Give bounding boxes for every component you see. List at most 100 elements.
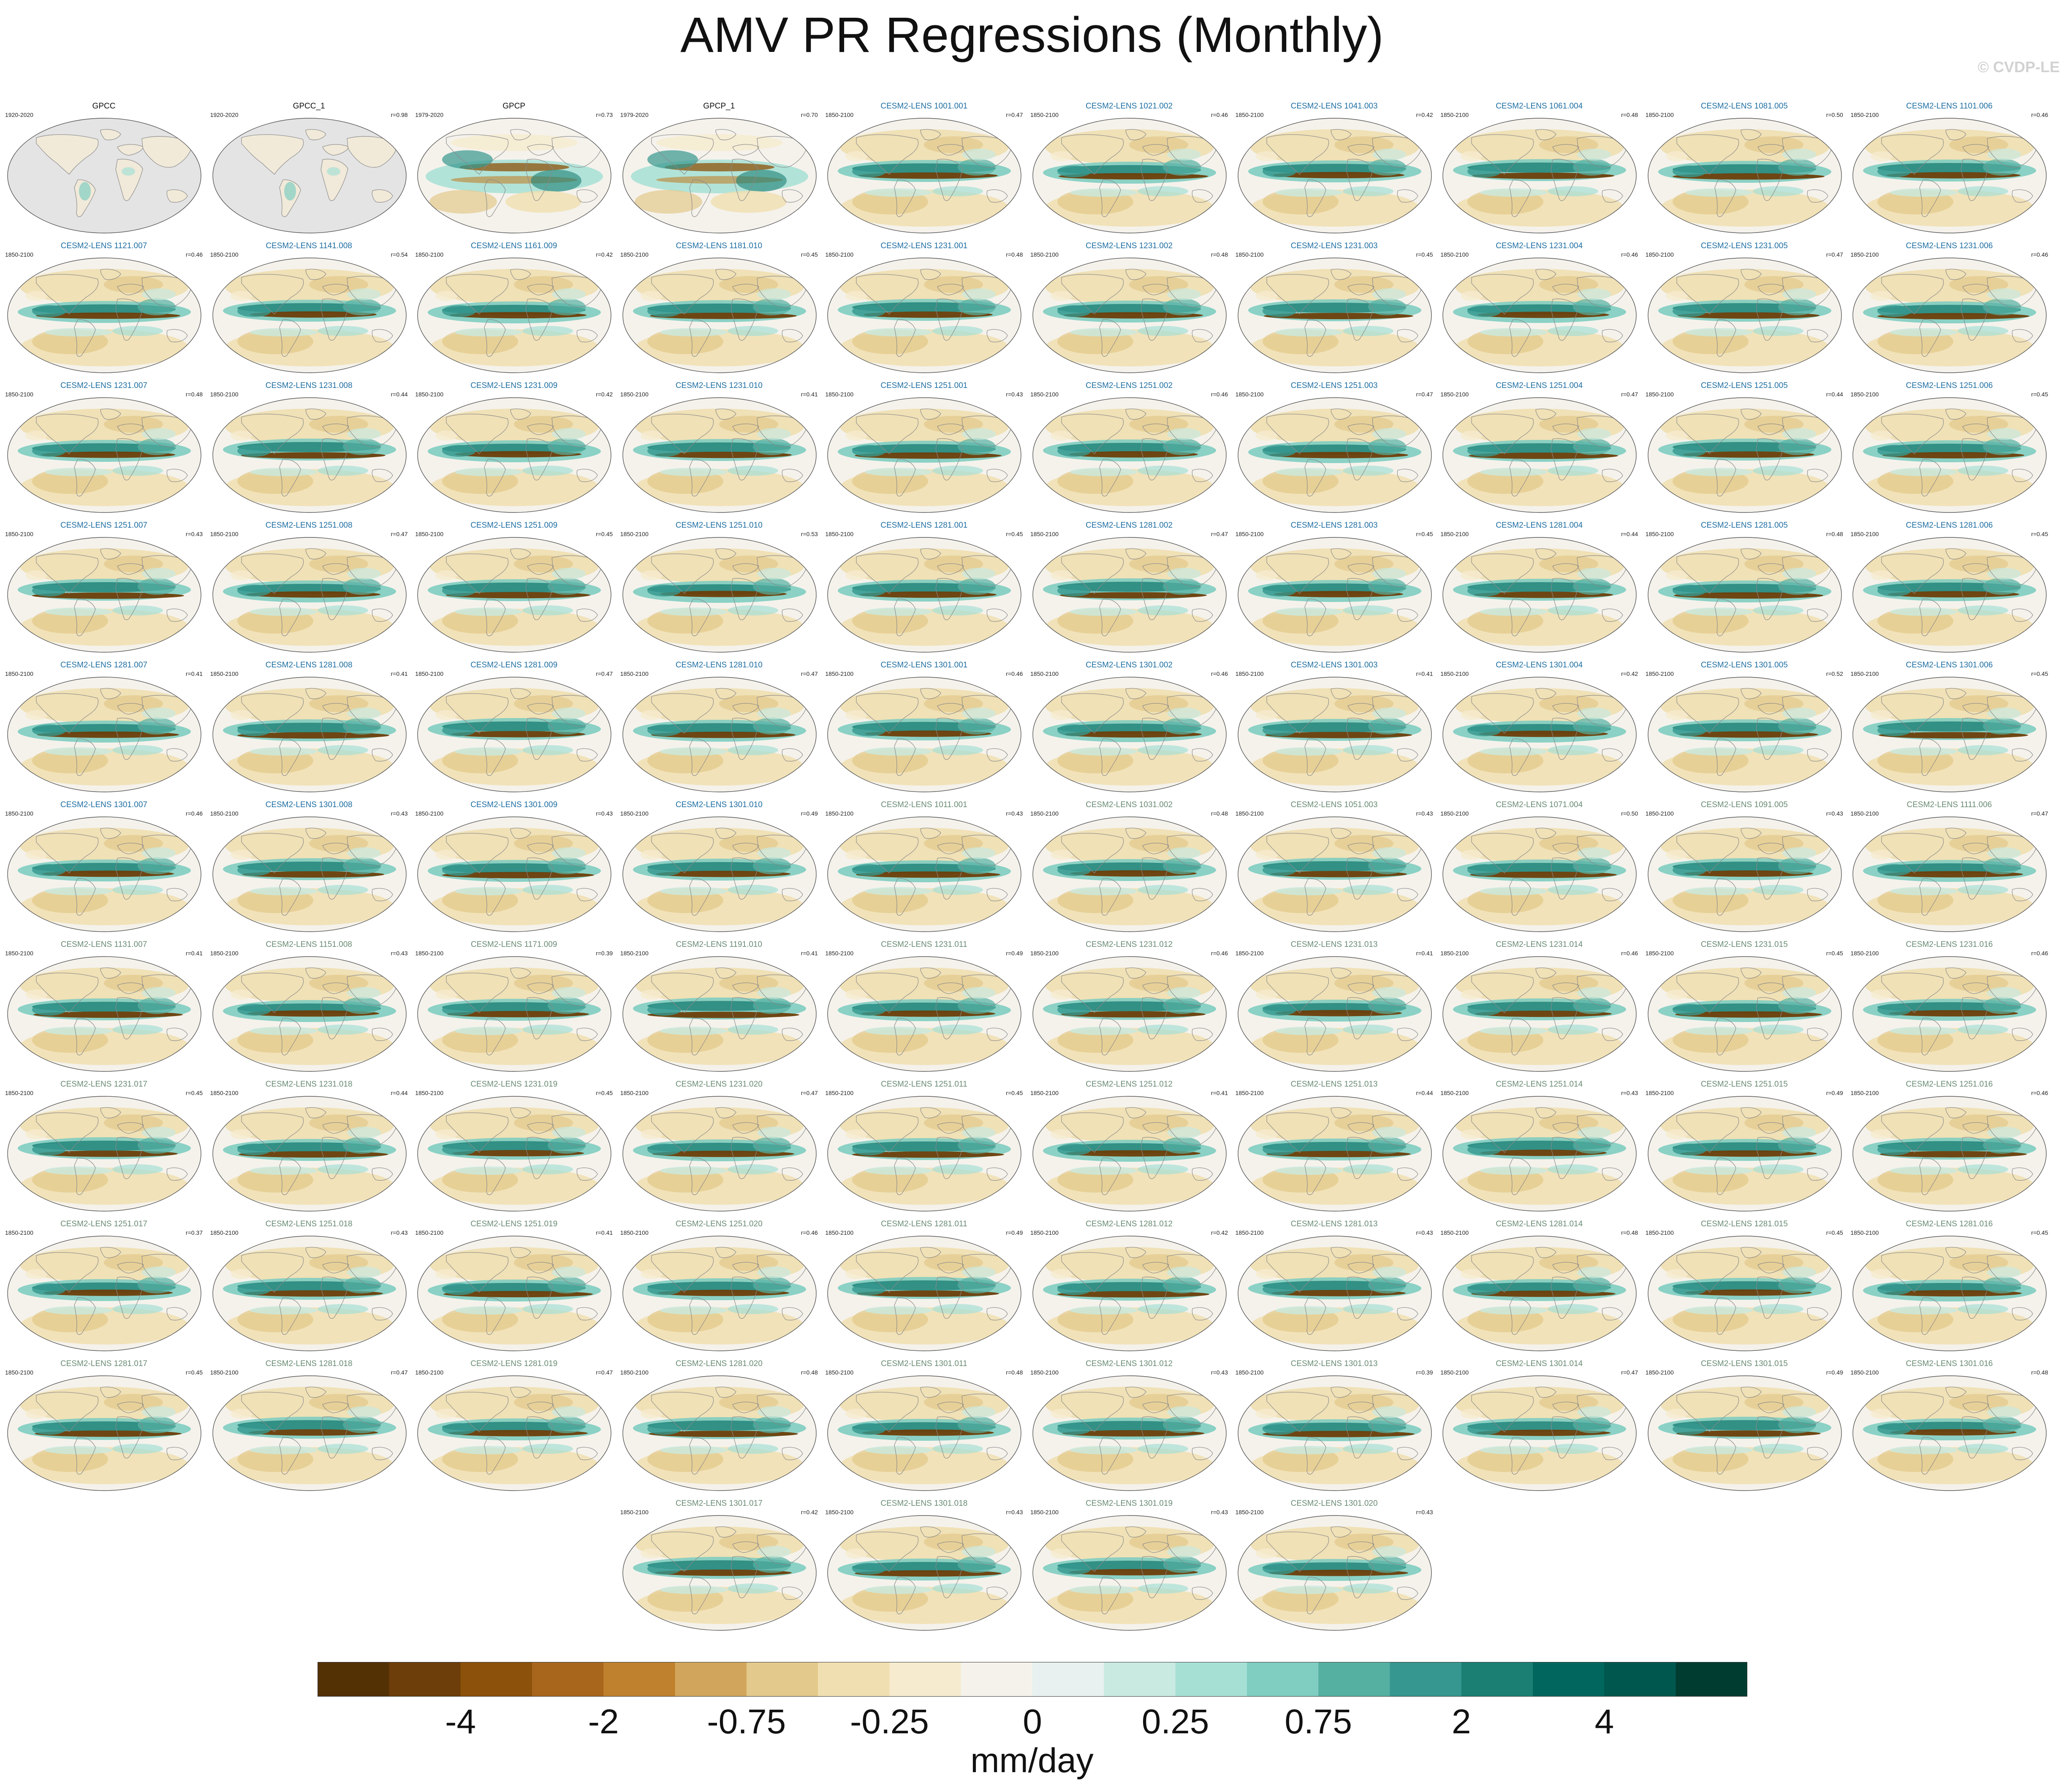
coastline-asia [1167, 415, 1218, 447]
regression-map [417, 537, 611, 653]
coastline-africa [525, 298, 553, 341]
regression-map [7, 1375, 201, 1491]
coastline-greenland [1125, 1247, 1146, 1258]
regression-map [1648, 956, 1842, 1072]
coastline-south-america [1509, 179, 1531, 217]
coastline-greenland [100, 688, 121, 699]
coastline-north-america [241, 553, 304, 594]
coastline-australia [1397, 1586, 1418, 1600]
panel-title: CESM2-LENS 1141.008 [266, 241, 352, 250]
coastline-greenland [100, 827, 121, 839]
coastline-south-america [74, 878, 96, 916]
panel-title: CESM2-LENS 1281.017 [60, 1359, 147, 1368]
map-border [622, 118, 817, 233]
panel-title: CESM2-LENS 1251.012 [1086, 1080, 1173, 1089]
panel-correlation: r=0.45 [596, 1090, 613, 1096]
map-border [7, 1096, 201, 1212]
coastline-africa [1141, 857, 1168, 900]
panel-title: CESM2-LENS 1231.001 [880, 241, 968, 250]
coastline-asia [141, 974, 193, 1006]
coastline-africa [1141, 159, 1168, 201]
map-panel: CESM2-LENS 1051.003 1850-2100 r=0.43 [1234, 800, 1435, 935]
map-border [212, 1236, 407, 1351]
coastline-europe [1962, 144, 1990, 156]
coastline-europe [937, 1402, 964, 1413]
panel-period: 1850-2100 [1850, 531, 1879, 537]
panel-period: 1850-2100 [1030, 251, 1059, 258]
coastline-north-america [1266, 1252, 1329, 1293]
map-border [1442, 1236, 1637, 1351]
regression-map [1032, 1096, 1227, 1212]
map-panel: CESM2-LENS 1301.008 1850-2100 r=0.43 [209, 800, 410, 935]
coastline-europe [322, 563, 349, 575]
regression-map [1648, 258, 1842, 373]
coastline-north-america [651, 553, 714, 594]
regression-map [212, 258, 407, 373]
map-border [1237, 816, 1432, 932]
coastline-north-america [1881, 1392, 1944, 1432]
coastline-africa [1551, 159, 1578, 201]
coastline-asia [1167, 695, 1218, 727]
coastline-europe [527, 423, 554, 435]
coastline-north-america [1061, 1392, 1124, 1432]
regression-map [212, 118, 407, 233]
map-border [417, 118, 611, 233]
map-panel: CESM2-LENS 1231.017 1850-2100 r=0.45 [3, 1079, 204, 1215]
panel-title: CESM2-LENS 1101.006 [1906, 102, 1993, 111]
coastline-australia [987, 888, 1008, 901]
coastline-north-america [856, 414, 919, 454]
panel-period: 1850-2100 [825, 111, 854, 118]
colorbar-tick-label: 0.25 [1141, 1703, 1209, 1741]
coastline-greenland [510, 827, 531, 839]
panel-period: 1850-2100 [5, 1369, 33, 1376]
coastline-africa [1141, 578, 1168, 621]
regression-map [1032, 118, 1227, 233]
panel-title: CESM2-LENS 1281.020 [675, 1359, 763, 1368]
map-panel: CESM2-LENS 1281.018 1850-2100 r=0.47 [209, 1359, 410, 1494]
coastline-north-america [1676, 134, 1739, 175]
colorbar-tick-label: 0 [1023, 1703, 1042, 1741]
panel-title: CESM2-LENS 1251.019 [470, 1220, 558, 1228]
coastline-greenland [1741, 408, 1762, 420]
regression-map [1852, 1375, 2047, 1491]
panel-title: CESM2-LENS 1281.013 [1290, 1220, 1378, 1228]
map-border [1852, 816, 2047, 932]
coastline-north-america [1061, 414, 1124, 454]
coastline-greenland [715, 688, 736, 699]
regression-map [7, 118, 201, 233]
coastline-greenland [715, 268, 736, 280]
map-border [827, 956, 1022, 1072]
regression-map [212, 397, 407, 513]
coastline-australia [782, 469, 803, 482]
coastline-europe [1962, 284, 1990, 296]
coastline-greenland [1741, 827, 1762, 839]
panel-period: 1850-2100 [415, 670, 444, 677]
map-panel: CESM2-LENS 1281.009 1850-2100 r=0.47 [413, 660, 614, 795]
coastline-europe [937, 1122, 964, 1134]
map-border [1237, 677, 1432, 792]
colorbar-swatch [1318, 1662, 1390, 1697]
coastline-south-america [1304, 738, 1326, 776]
coastline-north-america [36, 1252, 99, 1293]
coastline-australia [1602, 1027, 1623, 1041]
panel-correlation: r=0.46 [2031, 950, 2048, 957]
coastline-greenland [1741, 967, 1762, 979]
coastline-africa [731, 1137, 758, 1179]
panel-correlation: r=0.45 [2031, 670, 2048, 677]
panel-period: 1850-2100 [1850, 111, 1879, 118]
coastline-australia [1192, 329, 1213, 342]
map-border [417, 258, 611, 373]
regression-map [1852, 677, 2047, 792]
coastline-africa [731, 438, 758, 481]
coastline-south-america [1099, 738, 1121, 776]
coastline-greenland [305, 268, 326, 280]
coastline-south-america [74, 738, 96, 776]
coastline-north-america [446, 553, 509, 594]
panel-title: CESM2-LENS 1231.020 [675, 1080, 763, 1089]
coastline-europe [322, 284, 349, 296]
map-border [1852, 677, 2047, 792]
coastline-greenland [1741, 1247, 1762, 1258]
panel-period: 1850-2100 [5, 950, 33, 957]
coastline-europe [527, 1122, 554, 1134]
panel-correlation: r=0.45 [1416, 251, 1433, 258]
